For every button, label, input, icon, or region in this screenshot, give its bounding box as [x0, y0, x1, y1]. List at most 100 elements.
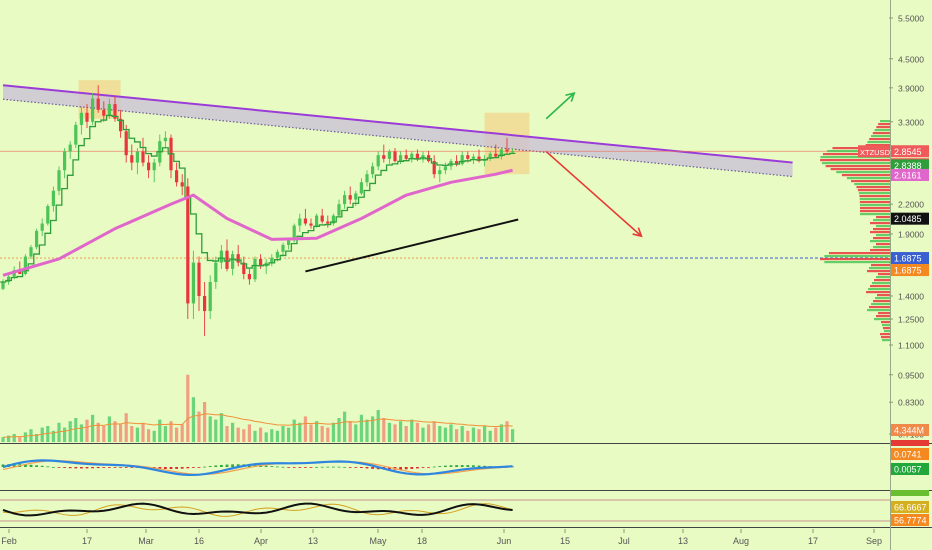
- volume-bar: [141, 422, 145, 442]
- profile-bar: [851, 180, 890, 183]
- profile-bar: [821, 162, 890, 165]
- candle-body: [404, 155, 408, 159]
- indicator-price-label-bg: [891, 252, 929, 265]
- volume-bar: [410, 419, 414, 442]
- macd-histogram-bar: [214, 465, 218, 467]
- candle-body: [113, 104, 117, 119]
- volume-bar: [365, 419, 369, 442]
- profile-bar: [869, 267, 890, 270]
- macd-histogram-bar: [427, 467, 430, 468]
- bearish-arrow: [545, 150, 643, 238]
- time-tick-label: Jul: [618, 536, 630, 546]
- support-trendline: [305, 218, 519, 273]
- macd-signal-label: 0.0741: [894, 450, 922, 460]
- profile-bar: [872, 132, 890, 135]
- volume-bar: [298, 422, 302, 442]
- price-tick-label: 2.2000: [898, 200, 924, 210]
- volume-bar: [35, 434, 39, 442]
- volume-bar: [180, 424, 184, 442]
- profile-bar: [877, 294, 890, 297]
- volume-bar: [12, 434, 16, 442]
- volume-bar: [359, 414, 363, 442]
- price-tick-label: 1.2500: [898, 315, 924, 325]
- indicator-price-label-bg: [891, 168, 929, 181]
- profile-bar: [867, 270, 890, 273]
- macd-histogram-bar: [371, 467, 374, 469]
- profile-bar: [874, 279, 890, 282]
- volume-bar: [393, 424, 397, 442]
- volume-bar: [371, 416, 375, 442]
- candle-body: [102, 109, 106, 116]
- profile-bar: [870, 240, 890, 243]
- macd-histogram-bar: [466, 465, 470, 467]
- candle-body: [415, 153, 419, 160]
- volume-bar: [259, 427, 263, 442]
- rsi-value-label-bg: [891, 501, 929, 513]
- profile-bar: [859, 207, 890, 210]
- profile-bar: [881, 336, 890, 339]
- volume-bar: [68, 421, 72, 442]
- candle-body: [186, 186, 190, 304]
- volume-bar: [7, 435, 11, 442]
- indicator-price-label-bg: [891, 264, 929, 277]
- profile-bar: [878, 123, 890, 126]
- profile-bar: [859, 204, 890, 207]
- volume-bar: [427, 424, 431, 442]
- profile-bar: [874, 129, 890, 132]
- macd-histogram-bar: [404, 467, 408, 470]
- scenario-arrows[interactable]: [545, 91, 643, 238]
- macd-histogram-bar: [315, 466, 318, 468]
- macd-histogram-bar: [410, 467, 414, 469]
- candle-body: [74, 124, 78, 145]
- profile-bar: [880, 333, 890, 336]
- macd-histogram-bar: [74, 467, 78, 469]
- volume-bar: [488, 430, 492, 442]
- resistance-channel[interactable]: [2, 84, 793, 178]
- macd-histogram-bar: [444, 465, 447, 467]
- moving-average: [2, 168, 513, 277]
- volume-bar: [438, 426, 442, 442]
- volume-bar: [152, 430, 156, 442]
- volume-bar: [303, 416, 307, 442]
- profile-bar: [873, 246, 890, 249]
- macd-histogram-bar: [35, 465, 38, 467]
- volume-bar: [281, 426, 285, 442]
- bearish-arrow-shaft: [545, 150, 642, 237]
- macd-signal-label-bg: [891, 448, 929, 460]
- profile-bar: [878, 312, 890, 315]
- profile-bar: [871, 303, 890, 306]
- support-line[interactable]: [305, 218, 519, 273]
- time-tick-label: 13: [308, 536, 318, 546]
- candle-body: [203, 296, 207, 312]
- bearish-arrow-head: [632, 227, 643, 238]
- profile-bar: [824, 261, 890, 264]
- profile-bar: [857, 189, 890, 192]
- macd-histogram-bar: [130, 467, 134, 468]
- volume-bar: [432, 421, 436, 442]
- price-tick-label: 1.4000: [898, 292, 924, 302]
- macd-histogram-bar: [399, 467, 402, 470]
- volume-bar: [449, 424, 453, 442]
- volume-label-bg: [891, 424, 929, 436]
- volume-bar: [421, 427, 425, 442]
- macd-histogram-bar: [24, 464, 27, 467]
- profile-bar: [870, 285, 890, 288]
- profile-bar: [859, 195, 890, 198]
- indicator-price-label: 1.6875: [894, 254, 922, 264]
- rsi-signal-label-bg: [891, 514, 929, 526]
- candle-body: [208, 281, 212, 312]
- time-tick-label: Mar: [138, 536, 154, 546]
- profile-bar: [873, 228, 890, 231]
- indicator-price-label: 2.8388: [894, 161, 922, 171]
- candle-body: [214, 262, 218, 282]
- volume-bar: [85, 419, 89, 442]
- candle-body: [471, 156, 475, 159]
- candle-body: [242, 262, 246, 275]
- price-tick-label: 0.8300: [898, 398, 924, 408]
- volume-bar: [264, 432, 268, 442]
- candle-body: [326, 221, 330, 224]
- candle-body: [365, 174, 369, 183]
- time-axis: Feb 17 Mar 16 Apr 13 May 18 Jun 15 Jul 13 Aug 17 Sep: [1, 529, 882, 546]
- volume-bar: [460, 426, 464, 442]
